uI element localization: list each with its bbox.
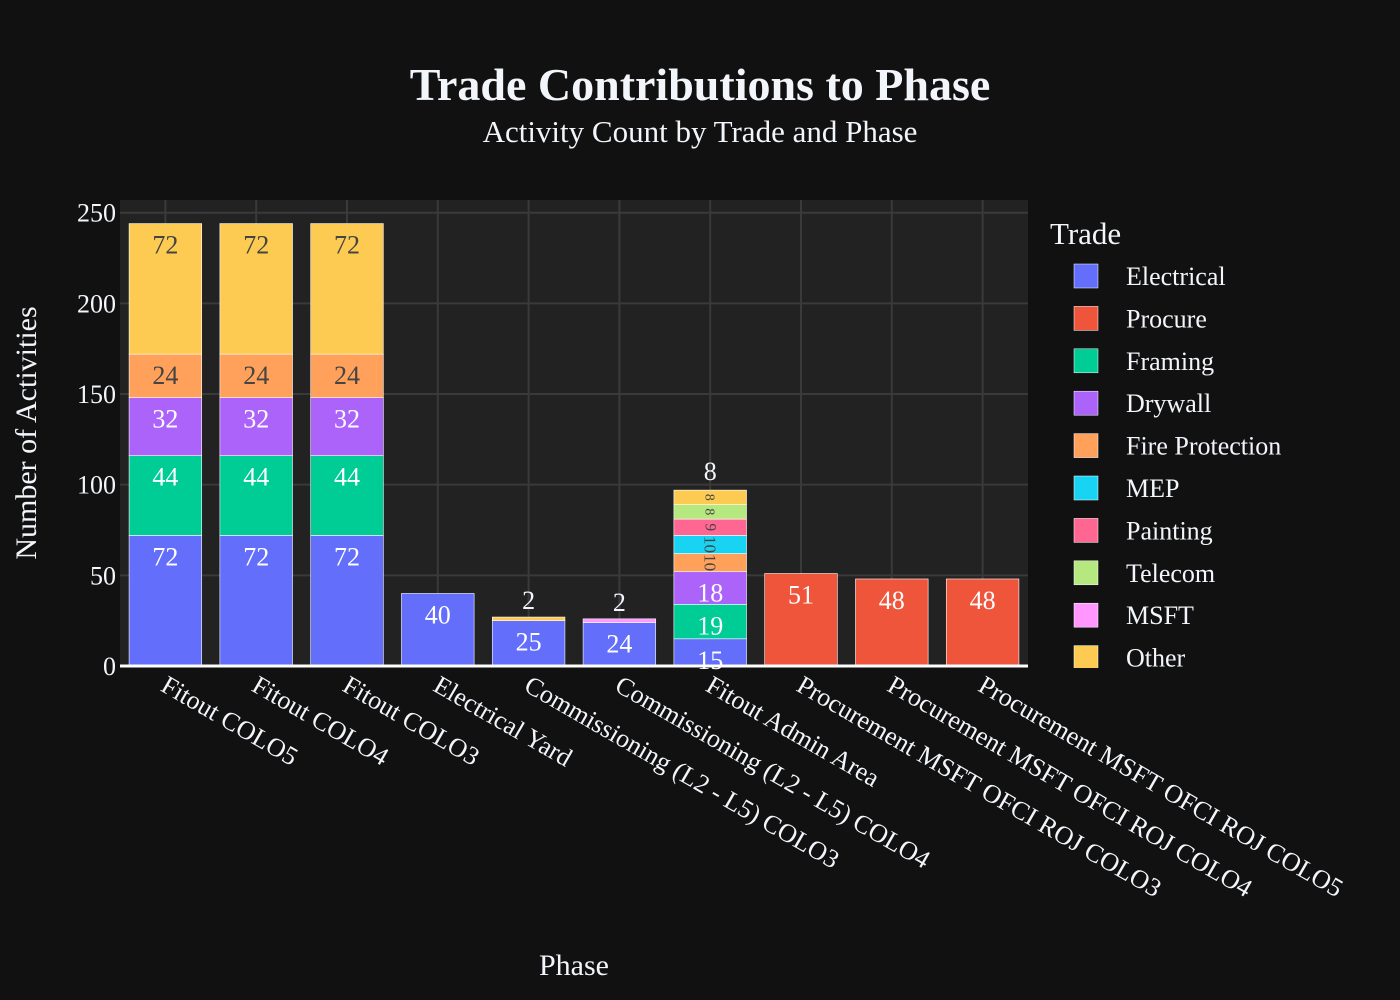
legend-item-label[interactable]: MSFT: [1126, 601, 1194, 630]
bar-value-label: 48: [879, 586, 905, 615]
bar-value-label: 2: [522, 586, 535, 615]
chart-title: Trade Contributions to Phase: [410, 59, 991, 110]
bar-segment: [491, 620, 566, 667]
bar-value-label: 51: [788, 581, 814, 610]
legend-item-label[interactable]: Electrical: [1126, 262, 1226, 291]
bar-segment: [673, 638, 747, 667]
legend-item-label[interactable]: MEP: [1126, 474, 1179, 503]
bar-value-label: 8: [703, 494, 718, 501]
bar-value-label: 24: [152, 361, 178, 390]
bar-segment: [582, 618, 657, 623]
legend-item-label[interactable]: Drywall: [1126, 389, 1211, 418]
y-tick-label: 0: [103, 652, 116, 681]
bar-value-label: 72: [243, 231, 269, 260]
legend-item-label[interactable]: Framing: [1126, 347, 1214, 376]
bar-segment: [128, 397, 203, 456]
bar-value-label: 40: [425, 600, 451, 629]
bar-segment: [945, 578, 1020, 667]
legend-swatch[interactable]: [1073, 263, 1099, 289]
bar-value-label: 72: [334, 542, 360, 571]
bar-value-label: 72: [243, 542, 269, 571]
legend: Trade Electrical Procure Framing Drywall Fir…: [1050, 216, 1281, 673]
legend-item-label[interactable]: Procure: [1126, 304, 1207, 333]
legend-item-label[interactable]: Fire Protection: [1126, 432, 1281, 461]
chart-subtitle: Activity Count by Trade and Phase: [483, 114, 918, 149]
bar-segment: [673, 489, 747, 505]
bar-value-label: 44: [334, 463, 360, 492]
bar-value-label: 32: [152, 405, 178, 434]
bar-segment: [764, 573, 838, 667]
bar-value-label: 19: [697, 611, 723, 640]
bar-value-label: 24: [334, 361, 360, 390]
y-tick-label: 250: [77, 199, 116, 228]
bar-segment: [128, 455, 203, 536]
bar-segment: [310, 397, 384, 456]
bar-value-label: 24: [243, 361, 269, 390]
bar-segment: [401, 593, 475, 667]
bar-segment: [310, 535, 384, 667]
bar-segment: [673, 604, 747, 640]
bar-segment: [310, 223, 384, 355]
bar-value-label: 44: [152, 463, 178, 492]
bar-segment: [673, 571, 747, 605]
legend-swatch[interactable]: [1073, 475, 1099, 501]
bar-value-label: 48: [970, 586, 996, 615]
legend-swatch[interactable]: [1073, 645, 1099, 670]
legend-swatch[interactable]: [1073, 433, 1099, 458]
bar-total-label: 8: [704, 457, 717, 486]
bar-value-label: 72: [334, 231, 360, 260]
bar-segment: [855, 578, 929, 667]
bar-value-label: 25: [516, 628, 542, 657]
bar-segment: [491, 616, 566, 621]
bar-value-label: 24: [606, 629, 632, 658]
legend-item-label[interactable]: Painting: [1126, 516, 1213, 545]
legend-item-label[interactable]: Other: [1126, 644, 1186, 673]
bar-value-label: 9: [702, 523, 719, 531]
bar-value-label: 10: [701, 554, 720, 571]
bar-segment: [128, 535, 203, 667]
bar-segment: [219, 223, 293, 355]
legend-swatch[interactable]: [1073, 348, 1099, 374]
x-axis-title: Phase: [539, 949, 609, 982]
bar-segment: [219, 535, 293, 667]
bar-value-label: 72: [152, 542, 178, 571]
legend-swatch[interactable]: [1073, 306, 1099, 331]
bar-value-label: 72: [152, 231, 178, 260]
legend-swatch[interactable]: [1073, 518, 1099, 543]
y-tick-label: 100: [77, 471, 116, 500]
bar-value-label: 8: [703, 508, 718, 515]
y-tick-label: 200: [77, 289, 116, 318]
bar-value-label: 10: [701, 536, 720, 553]
legend-item-label[interactable]: Telecom: [1126, 559, 1215, 588]
bar-value-label: 44: [243, 463, 269, 492]
legend-swatch[interactable]: [1073, 560, 1099, 586]
bar-value-label: 2: [613, 588, 626, 617]
bar-segment: [219, 397, 293, 456]
bar-value-label: 32: [243, 405, 269, 434]
bar-value-label: 15: [697, 646, 723, 675]
bar-segment: [128, 223, 203, 355]
legend-title: Trade: [1050, 216, 1121, 251]
bar-segment: [219, 353, 293, 398]
bar-segment: [310, 353, 384, 398]
bar-value-label: 32: [334, 405, 360, 434]
y-axis-title: Number of Activities: [10, 306, 43, 559]
bar-value-label: 18: [697, 579, 723, 608]
y-tick-label: 50: [90, 561, 116, 590]
bar-segment: [128, 353, 203, 398]
y-tick-label: 150: [77, 380, 116, 409]
legend-swatch[interactable]: [1073, 602, 1099, 628]
bar-segment: [219, 455, 293, 536]
legend-swatch[interactable]: [1073, 390, 1099, 416]
